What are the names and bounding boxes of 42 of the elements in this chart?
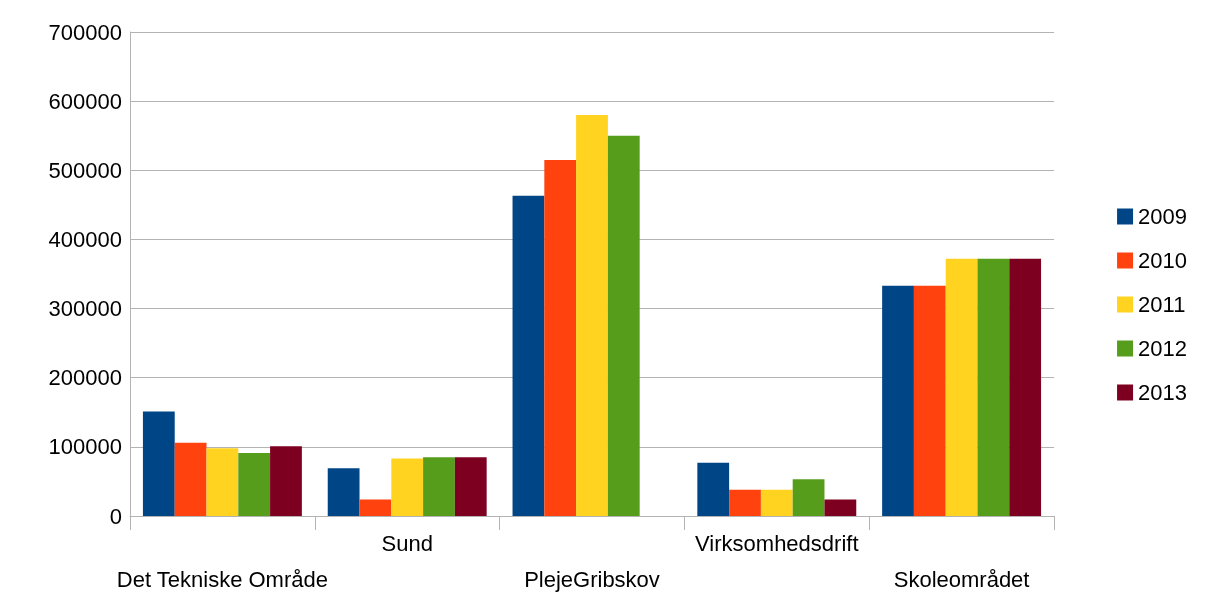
bar xyxy=(607,135,640,516)
bar xyxy=(270,446,302,516)
bar xyxy=(697,462,730,516)
y-tick-label: 600000 xyxy=(48,88,122,114)
legend-label: 2009 xyxy=(1138,204,1188,229)
bar xyxy=(760,489,793,516)
y-tick-label: 400000 xyxy=(48,226,122,252)
bar xyxy=(1009,258,1042,516)
y-tick-label: 300000 xyxy=(48,296,122,322)
x-tick-label: Skoleområdet xyxy=(893,566,1030,592)
y-tick-label: 500000 xyxy=(48,157,122,183)
bar xyxy=(423,457,455,516)
y-tick-label: 700000 xyxy=(48,19,122,45)
bar xyxy=(359,499,392,516)
bar xyxy=(913,285,946,516)
legend-label: 2013 xyxy=(1138,380,1188,405)
x-tick-label: PlejeGribskov xyxy=(524,566,660,592)
bar xyxy=(576,114,608,516)
y-tick-label: 100000 xyxy=(48,434,122,460)
legend-label: 2010 xyxy=(1138,248,1188,273)
bar xyxy=(142,411,175,516)
bar xyxy=(945,258,978,516)
bar xyxy=(977,258,1010,516)
x-tick-label: Sund xyxy=(381,530,433,556)
bar xyxy=(882,285,914,516)
bar xyxy=(174,442,207,516)
bar xyxy=(792,479,825,516)
x-tick-label: Virksomhedsdrift xyxy=(695,530,859,556)
y-tick-label: 200000 xyxy=(48,365,122,391)
bar xyxy=(544,159,577,516)
bar xyxy=(327,468,360,516)
bar xyxy=(729,489,761,516)
legend-label: 2011 xyxy=(1138,292,1186,317)
bar xyxy=(824,499,857,516)
bar xyxy=(391,458,424,516)
bar xyxy=(512,195,545,516)
y-tick-label: 0 xyxy=(109,503,122,529)
bar xyxy=(238,453,271,516)
bar xyxy=(454,457,487,516)
legend-label: 2012 xyxy=(1138,336,1188,361)
x-tick-label: Det Tekniske Område xyxy=(116,566,328,592)
bar xyxy=(206,448,239,516)
